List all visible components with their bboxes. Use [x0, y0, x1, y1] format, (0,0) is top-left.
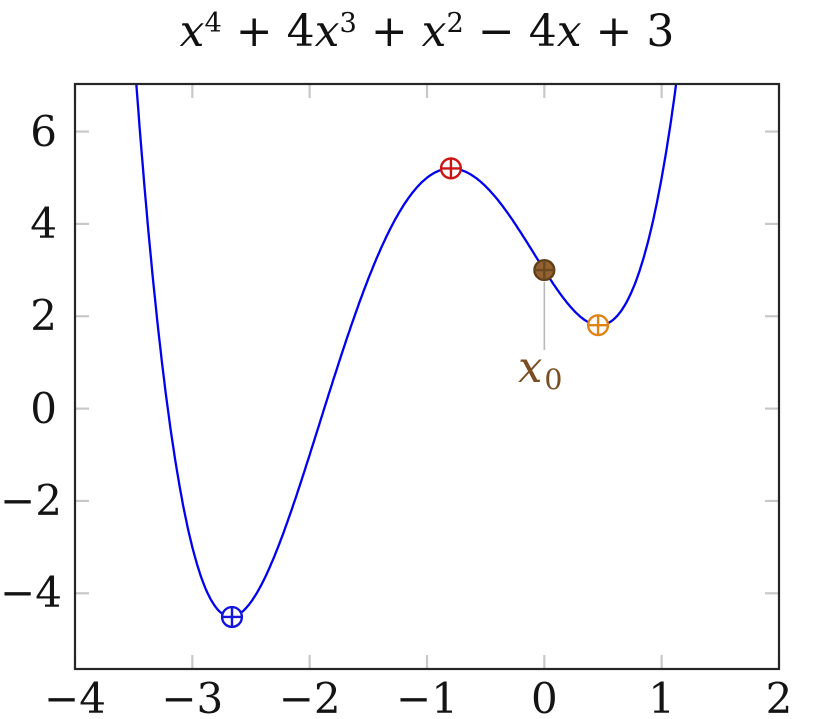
y-axis-tick-label: 0 — [30, 383, 57, 433]
x-axis-tick-label: −1 — [396, 674, 458, 719]
title-text: + 4 — [221, 6, 315, 57]
x0-annotation-label: x0 — [500, 347, 580, 394]
axis-box — [73, 82, 781, 671]
x-axis-tick-label: −2 — [278, 674, 341, 719]
title-text: + 3 — [581, 6, 675, 57]
title-text: + — [356, 6, 422, 57]
title-text: − 4 — [463, 6, 557, 57]
title-text: x — [556, 6, 582, 57]
title-exponent: 3 — [339, 7, 357, 39]
y-axis-tick-label: 4 — [30, 198, 57, 248]
x-axis-tick-label: 0 — [530, 674, 558, 719]
x-axis-tick-label: 1 — [648, 674, 676, 719]
x0-annotation-sub: 0 — [544, 363, 563, 396]
y-axis-tick-label: 2 — [30, 291, 57, 341]
y-axis-tick-label: 6 — [30, 106, 57, 156]
y-axis-tick-label: −4 — [0, 568, 62, 618]
marker-local-maximum — [439, 157, 463, 180]
x0-annotation-main: x — [518, 343, 543, 393]
y-axis-tick-label: −2 — [0, 475, 62, 525]
marker-local-minimum-left — [220, 605, 244, 629]
function-curve — [135, 84, 678, 618]
title-text: x — [179, 6, 205, 57]
x-axis-tick-label: −4 — [44, 674, 106, 719]
title-text: x — [314, 6, 340, 57]
marker-local-minimum-right — [586, 314, 610, 337]
chart-title: x4 + 4x3 + x2 − 4x + 3 — [75, 4, 779, 59]
title-exponent: 4 — [204, 7, 222, 39]
marker-x0-point — [533, 258, 556, 282]
x-axis-tick-label: −3 — [161, 674, 224, 719]
x-axis-tick-label: 2 — [765, 674, 793, 719]
title-text: x — [421, 6, 447, 57]
title-exponent: 2 — [446, 7, 464, 39]
